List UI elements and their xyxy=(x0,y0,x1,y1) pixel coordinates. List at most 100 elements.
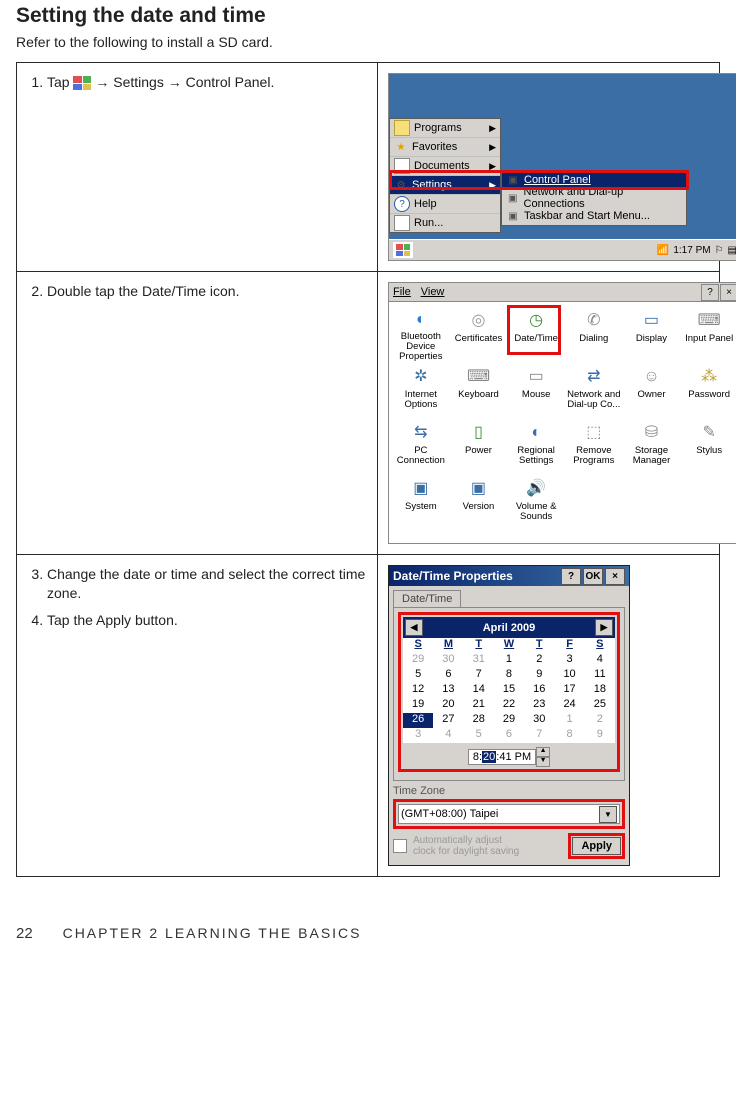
calendar-day[interactable]: 29 xyxy=(403,653,433,668)
calendar-day[interactable]: 9 xyxy=(585,728,615,743)
start-menu-item[interactable]: ★Favorites▶ xyxy=(390,138,500,157)
start-menu-item[interactable]: Programs▶ xyxy=(390,119,500,138)
control-panel-item[interactable]: ⁂Password xyxy=(681,364,736,418)
start-menu-item[interactable]: Documents▶ xyxy=(390,157,500,176)
prev-month-button[interactable]: ◀ xyxy=(405,619,423,636)
menu-item-label: Run... xyxy=(414,217,443,229)
calendar-day[interactable]: 8 xyxy=(554,728,584,743)
control-panel-item[interactable]: ⌨Input Panel xyxy=(681,308,736,362)
calendar-day[interactable]: 28 xyxy=(464,713,494,728)
control-panel-item[interactable]: ▯Power xyxy=(451,420,507,474)
calendar-day[interactable]: 26 xyxy=(403,713,433,728)
menu-view[interactable]: View xyxy=(421,286,445,298)
calendar-day[interactable]: 2 xyxy=(585,713,615,728)
calendar-day[interactable]: 15 xyxy=(494,683,524,698)
ok-button[interactable]: OK xyxy=(583,568,603,585)
apply-button[interactable]: Apply xyxy=(572,837,621,855)
calendar-day[interactable]: 21 xyxy=(464,698,494,713)
cp-item-icon: ▯ xyxy=(465,422,491,444)
control-panel-item[interactable]: ⇆PC Connection xyxy=(393,420,449,474)
calendar-day[interactable]: 16 xyxy=(524,683,554,698)
time-rest: :41 PM xyxy=(496,751,531,763)
calendar-day[interactable]: 20 xyxy=(433,698,463,713)
calendar-day[interactable]: 31 xyxy=(464,653,494,668)
calendar-day[interactable]: 4 xyxy=(585,653,615,668)
calendar-day[interactable]: 9 xyxy=(524,668,554,683)
calendar-day[interactable]: 1 xyxy=(554,713,584,728)
control-panel-item[interactable]: ⬚Remove Programs xyxy=(566,420,622,474)
calendar-day[interactable]: 10 xyxy=(554,668,584,683)
control-panel-item[interactable]: ▣System xyxy=(393,476,449,530)
start-menu-item[interactable]: ⚙Settings▶ xyxy=(390,176,500,195)
calendar-day[interactable]: 7 xyxy=(524,728,554,743)
calendar-day[interactable]: 8 xyxy=(494,668,524,683)
help-button[interactable]: ? xyxy=(701,284,719,301)
page-number: 22 xyxy=(16,925,33,942)
calendar-day[interactable]: 19 xyxy=(403,698,433,713)
next-month-button[interactable]: ▶ xyxy=(595,619,613,636)
month-year-label: April 2009 xyxy=(483,622,536,634)
control-panel-item[interactable]: ◐Regional Settings xyxy=(508,420,564,474)
close-button[interactable]: × xyxy=(605,568,625,585)
control-panel-item[interactable]: ▭Display xyxy=(624,308,680,362)
timezone-combo[interactable]: (GMT+08:00) Taipei ▼ xyxy=(398,804,620,824)
start-menu-item[interactable]: Run... xyxy=(390,214,500,232)
control-panel-item[interactable]: ✆Dialing xyxy=(566,308,622,362)
time-field[interactable]: 8:20:41 PM ▲▼ xyxy=(403,747,615,767)
screenshot-3-cell: Date/Time Properties ? OK × Date/Time ◀ … xyxy=(378,555,720,877)
help-icon: ? xyxy=(394,196,410,212)
control-panel-item[interactable]: ⇄Network and Dial-up Co... xyxy=(566,364,622,418)
submenu-item[interactable]: ▣Network and Dial-up Connections xyxy=(502,189,686,207)
cp-item-icon: ◎ xyxy=(465,310,491,332)
calendar-day[interactable]: 5 xyxy=(403,668,433,683)
calendar-day[interactable]: 3 xyxy=(554,653,584,668)
control-panel-item[interactable]: ✲Internet Options xyxy=(393,364,449,418)
calendar-day[interactable]: 18 xyxy=(585,683,615,698)
control-panel-item[interactable]: ◷Date/Time xyxy=(508,308,564,362)
calendar-day[interactable]: 4 xyxy=(433,728,463,743)
close-button[interactable]: × xyxy=(720,284,736,301)
start-icon xyxy=(73,76,91,90)
control-panel-item[interactable]: ⛁Storage Manager xyxy=(624,420,680,474)
calendar-day[interactable]: 24 xyxy=(554,698,584,713)
cp-item-icon: ⇄ xyxy=(581,366,607,388)
help-button[interactable]: ? xyxy=(561,568,581,585)
start-button[interactable] xyxy=(393,242,413,258)
calendar-day[interactable]: 23 xyxy=(524,698,554,713)
calendar-day[interactable]: 30 xyxy=(524,713,554,728)
control-panel-item[interactable]: ⌨Keyboard xyxy=(451,364,507,418)
calendar-day[interactable]: 3 xyxy=(403,728,433,743)
menu-file[interactable]: File xyxy=(393,286,411,298)
control-panel-item[interactable]: ☺Owner xyxy=(624,364,680,418)
calendar-day[interactable]: 12 xyxy=(403,683,433,698)
calendar-day[interactable]: 27 xyxy=(433,713,463,728)
control-panel-item[interactable]: 🔊Volume & Sounds xyxy=(508,476,564,530)
calendar-day[interactable]: 2 xyxy=(524,653,554,668)
calendar-day[interactable]: 30 xyxy=(433,653,463,668)
menu-item-label: Favorites xyxy=(412,141,457,153)
calendar-day[interactable]: 5 xyxy=(464,728,494,743)
calendar-day[interactable]: 14 xyxy=(464,683,494,698)
calendar-day[interactable]: 17 xyxy=(554,683,584,698)
tab-datetime[interactable]: Date/Time xyxy=(393,590,461,607)
dropdown-icon: ▼ xyxy=(599,806,617,823)
time-spinner[interactable]: ▲▼ xyxy=(536,747,550,767)
control-panel-item[interactable]: ▭Mouse xyxy=(508,364,564,418)
control-panel-item[interactable]: ◎Certificates xyxy=(451,308,507,362)
calendar-day[interactable]: 1 xyxy=(494,653,524,668)
calendar-day[interactable]: 7 xyxy=(464,668,494,683)
control-panel-item[interactable]: ◐Bluetooth Device Properties xyxy=(393,308,449,362)
calendar-grid[interactable]: SMTWTFS293031123456789101112131415161718… xyxy=(403,638,615,743)
calendar-day[interactable]: 13 xyxy=(433,683,463,698)
calendar-day[interactable]: 6 xyxy=(494,728,524,743)
calendar-day[interactable]: 6 xyxy=(433,668,463,683)
control-panel-item[interactable]: ✎Stylus xyxy=(681,420,736,474)
dst-checkbox[interactable] xyxy=(393,839,407,853)
calendar-day[interactable]: 29 xyxy=(494,713,524,728)
menu-item-label: Documents xyxy=(414,160,470,172)
control-panel-item[interactable]: ▣Version xyxy=(451,476,507,530)
calendar-day[interactable]: 25 xyxy=(585,698,615,713)
calendar-day[interactable]: 22 xyxy=(494,698,524,713)
start-menu-item[interactable]: ?Help xyxy=(390,195,500,214)
calendar-day[interactable]: 11 xyxy=(585,668,615,683)
